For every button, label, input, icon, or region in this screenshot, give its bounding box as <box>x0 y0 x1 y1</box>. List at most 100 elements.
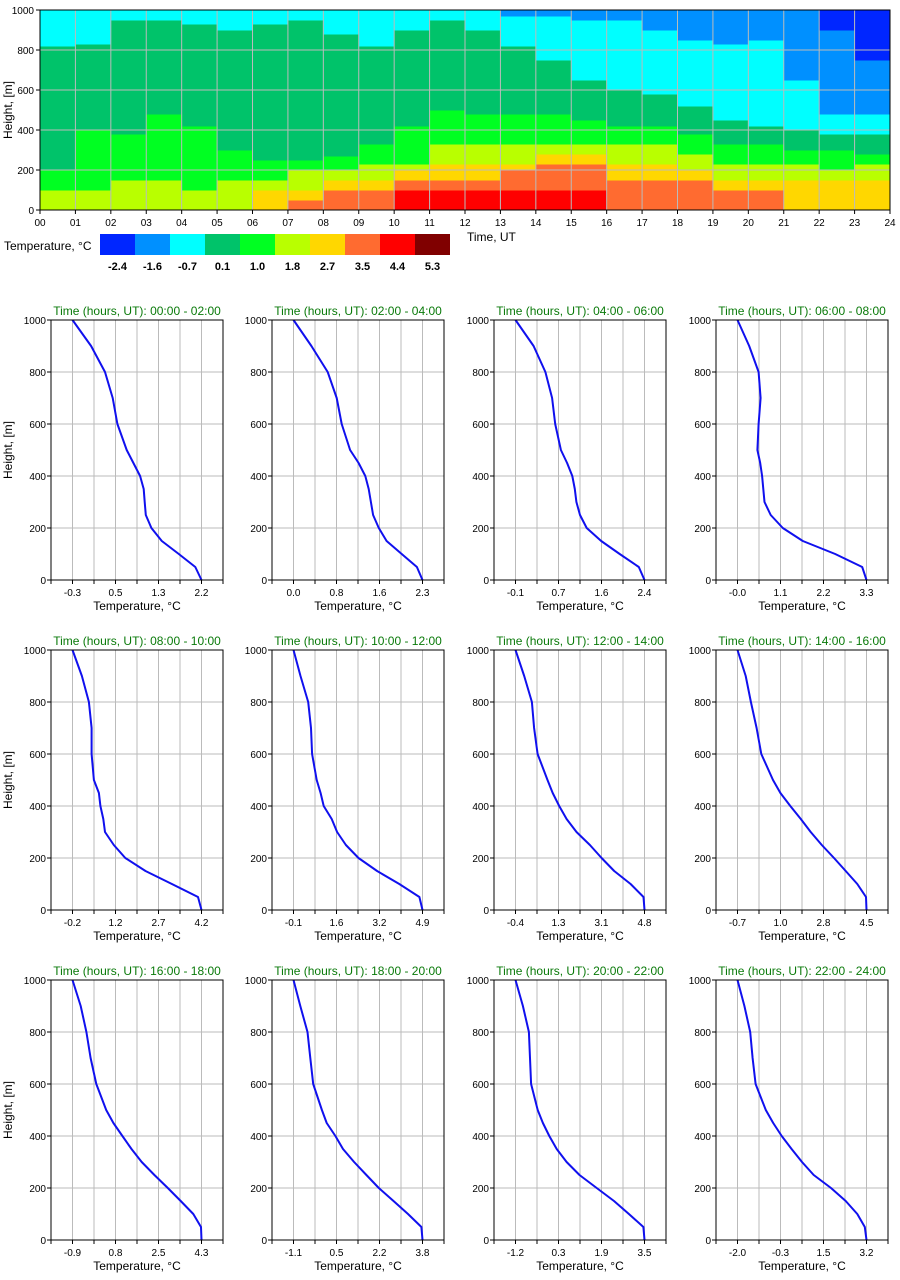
y-axis-label: Height, [m] <box>1 751 15 809</box>
y-tick-label: 0 <box>28 206 34 217</box>
heatmap-cell <box>217 180 253 211</box>
y-axis-label: Height, [m] <box>1 1081 15 1139</box>
y-tick-label: 1000 <box>689 316 712 327</box>
heatmap-cell <box>500 190 537 211</box>
heatmap-cell <box>146 10 183 21</box>
heatmap-cell <box>40 170 76 191</box>
heatmap-cell <box>323 190 360 211</box>
colorbar-level-label: -0.7 <box>178 261 197 273</box>
y-tick-label: 200 <box>472 524 489 535</box>
y-tick-label: 1000 <box>689 646 712 657</box>
heatmap-cell <box>358 190 395 211</box>
heatmap-cell <box>606 10 643 21</box>
x-tick-label: -0.7 <box>729 918 747 929</box>
y-tick-label: 600 <box>29 750 46 761</box>
heatmap-cell <box>75 44 112 131</box>
x-tick-label: 1.3 <box>552 918 566 929</box>
x-tick-label: 1.6 <box>330 918 344 929</box>
profile-panel: 0 200 400 600 800 1000 -1.2 0.3 1.9 3.5 Time (hour… <box>467 964 667 1273</box>
heatmap-cell <box>748 40 785 127</box>
colorbar-swatch <box>345 234 380 255</box>
heatmap-cell <box>110 20 147 135</box>
x-tick-label: 1.5 <box>817 1248 831 1259</box>
heatmap-cell <box>712 164 749 181</box>
y-tick-label: 200 <box>250 1184 267 1195</box>
heatmap-cell <box>146 20 183 115</box>
x-tick-label: 1.9 <box>595 1248 609 1259</box>
heatmap-cell <box>783 164 820 181</box>
panel-title: Time (hours, UT): 14:00 - 16:00 <box>718 634 886 648</box>
x-axis-label: Temperature, °C <box>536 929 624 943</box>
heatmap-cell <box>606 144 643 165</box>
heatmap-cell <box>677 10 714 41</box>
y-tick-label: 600 <box>250 420 267 431</box>
plot-frame <box>50 979 224 1241</box>
heatmap-cell <box>358 46 395 145</box>
panel-title: Time (hours, UT): 10:00 - 12:00 <box>274 634 442 648</box>
panel-title: Time (hours, UT): 04:00 - 06:00 <box>496 304 664 318</box>
x-tick-label: 21 <box>778 218 790 229</box>
y-tick-label: 400 <box>250 802 267 813</box>
heatmap-cell <box>854 134 891 155</box>
heatmap-cell <box>252 24 289 161</box>
heatmap-cell <box>465 30 501 115</box>
heatmap-cell <box>217 10 253 31</box>
profile-panel: 0 200 400 600 800 1000 -0.4 1.3 3.1 4.8 Time (hour… <box>467 634 667 943</box>
y-tick-label: 200 <box>29 854 46 865</box>
x-tick-label: 09 <box>353 218 365 229</box>
x-tick-label: 2.2 <box>817 588 831 599</box>
x-tick-label: 01 <box>70 218 82 229</box>
y-tick-label: 0 <box>483 906 489 917</box>
y-tick-label: 1000 <box>245 316 268 327</box>
temperature-profile-line <box>514 319 646 581</box>
heatmap-cell <box>500 10 537 17</box>
y-tick-label: 1000 <box>24 646 47 657</box>
heatmap-cell <box>358 180 395 191</box>
heatmap-cell <box>323 34 360 157</box>
y-tick-label: 800 <box>694 368 711 379</box>
x-tick-label: 1.6 <box>595 588 609 599</box>
heatmap-cell <box>712 180 749 191</box>
x-tick-label: -0.2 <box>64 918 82 929</box>
heatmap-cell <box>465 180 501 191</box>
y-tick-label: 200 <box>472 1184 489 1195</box>
y-tick-label: 800 <box>29 368 46 379</box>
y-tick-label: 600 <box>694 750 711 761</box>
y-tick-label: 200 <box>694 854 711 865</box>
y-tick-label: 400 <box>250 1132 267 1143</box>
y-tick-label: 0 <box>705 576 711 587</box>
y-tick-label: 0 <box>483 1236 489 1247</box>
heatmap-cell <box>571 190 608 211</box>
heatmap-cell <box>465 190 501 211</box>
y-tick-label: 800 <box>472 1028 489 1039</box>
y-tick-label: 200 <box>250 524 267 535</box>
heatmap-cell <box>394 10 431 31</box>
y-tick-label: 800 <box>472 368 489 379</box>
x-tick-label: -0.3 <box>772 1248 790 1259</box>
heatmap-cell <box>783 150 820 165</box>
y-tick-label: 600 <box>694 420 711 431</box>
x-tick-label: 3.2 <box>860 1248 874 1259</box>
x-tick-label: 23 <box>849 218 861 229</box>
x-axis-label: Temperature, °C <box>93 1259 181 1273</box>
x-tick-label: 4.5 <box>860 918 874 929</box>
y-tick-label: 0 <box>261 906 267 917</box>
heatmap-cell <box>783 80 820 131</box>
x-tick-label: -0.9 <box>64 1248 82 1259</box>
y-tick-label: 1000 <box>467 646 490 657</box>
temperature-profile-line <box>736 649 868 911</box>
plot-frame <box>50 319 224 581</box>
x-tick-label: -0.1 <box>285 918 303 929</box>
heatmap-cell <box>606 164 643 181</box>
heatmap-cell <box>642 180 678 211</box>
heatmap-cell <box>500 144 537 165</box>
x-tick-label: -0.0 <box>729 588 747 599</box>
heatmap-cell <box>75 130 112 191</box>
x-tick-label: 0.0 <box>287 588 301 599</box>
x-axis-label: Temperature, °C <box>314 929 402 943</box>
heatmap-cell <box>75 10 112 45</box>
x-tick-label: 02 <box>105 218 117 229</box>
heatmap-cell <box>394 30 431 127</box>
y-tick-label: 600 <box>29 420 46 431</box>
heatmap-cell <box>642 144 678 165</box>
